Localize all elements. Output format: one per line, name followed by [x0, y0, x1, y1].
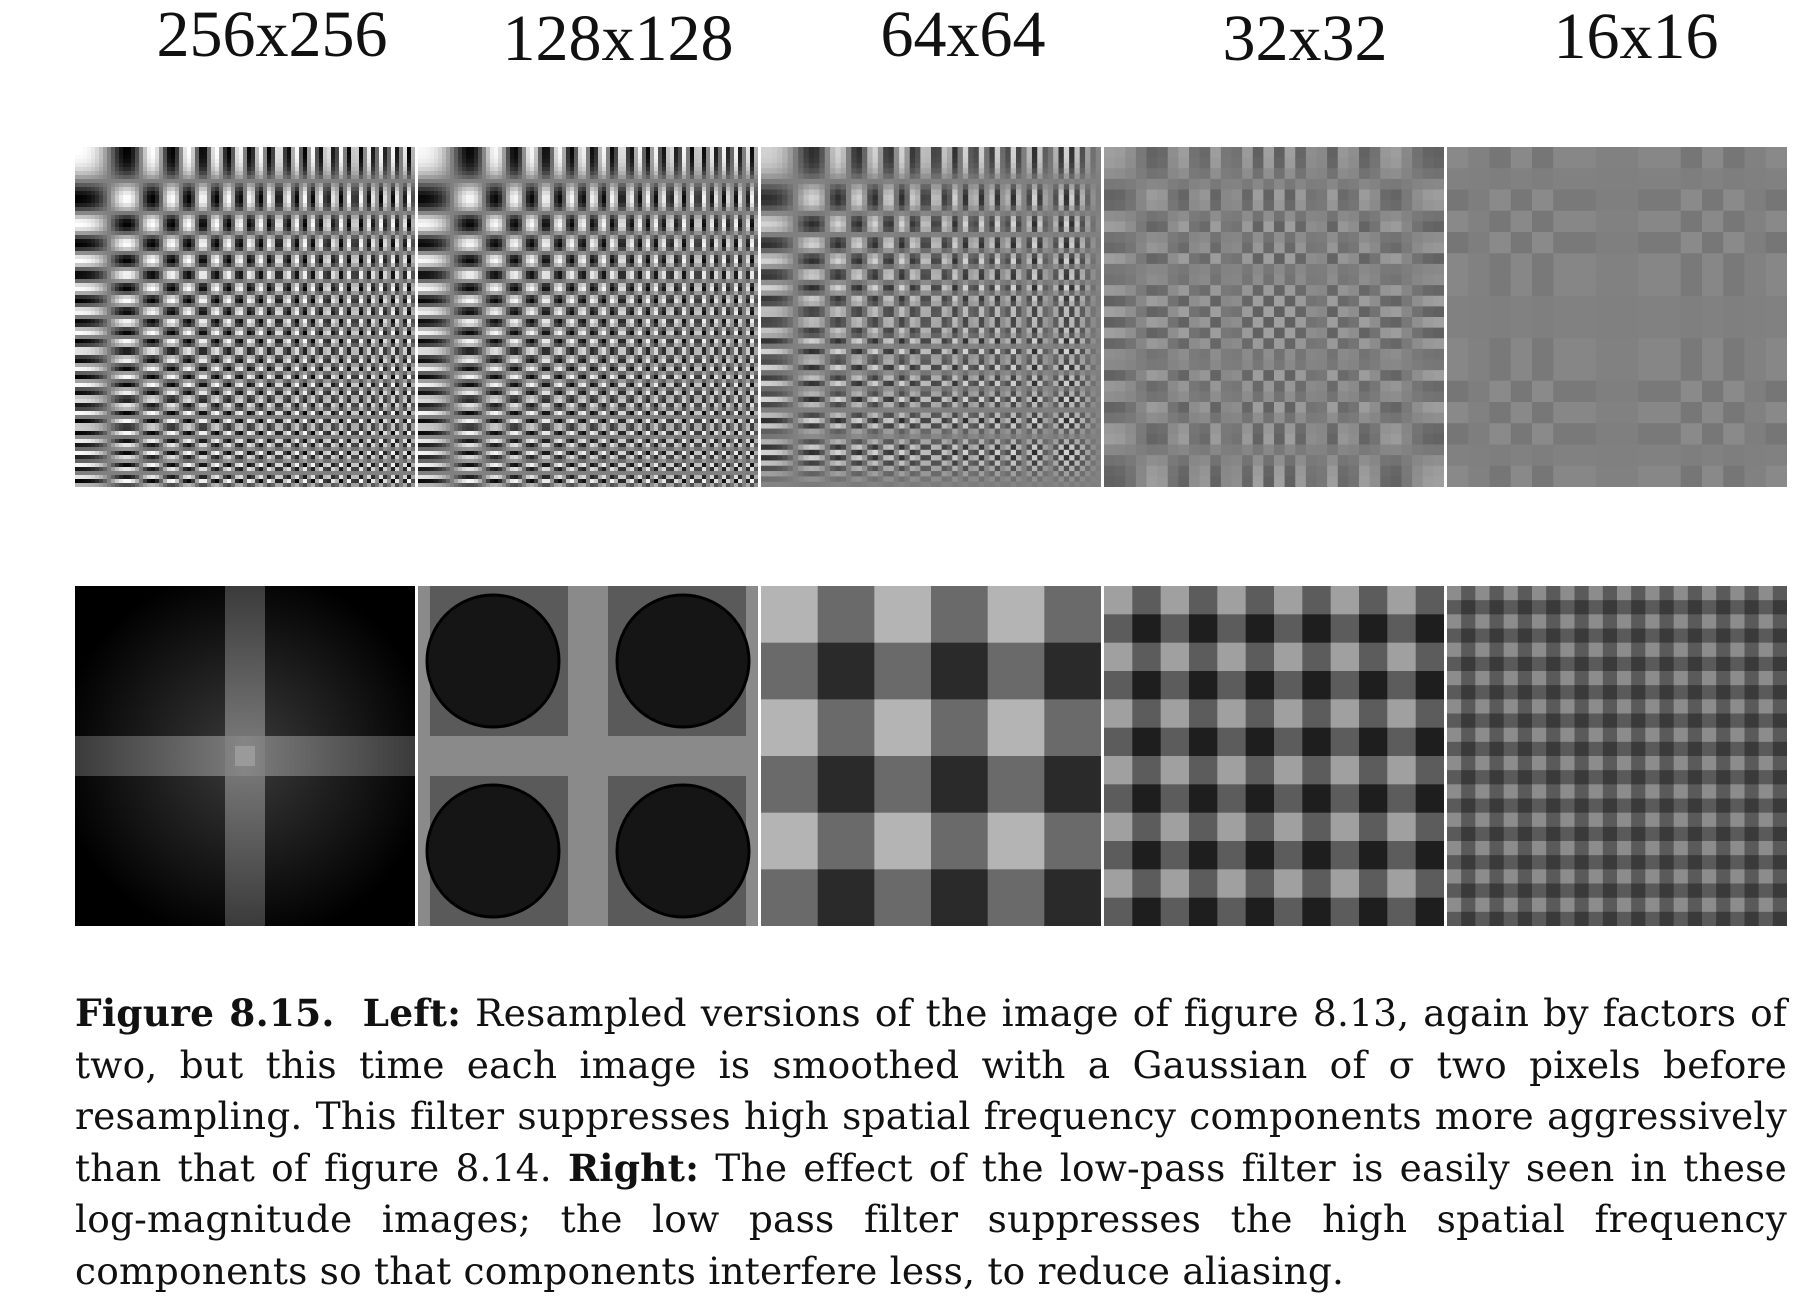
resampled-image-128	[418, 147, 758, 487]
left-label: Left:	[363, 991, 462, 1035]
resampled-image-16	[1447, 147, 1787, 487]
resampled-image-32	[1104, 147, 1444, 487]
resampled-image-64	[761, 147, 1101, 487]
figure-caption: Figure 8.15. Left: Resampled versions of…	[75, 988, 1787, 1297]
resampled-images-row	[75, 147, 1787, 487]
right-label: Right:	[568, 1146, 699, 1190]
label-64: 64x64	[881, 2, 1046, 68]
log-magnitude-image-32	[1104, 586, 1444, 926]
log-magnitude-image-256	[75, 586, 415, 926]
left-text: Resampled versions of the image of figur…	[75, 991, 1787, 1190]
figure-label: Figure 8.15.	[75, 991, 335, 1035]
label-16: 16x16	[1554, 4, 1719, 70]
resampled-image-256	[75, 147, 415, 487]
log-magnitude-image-128	[418, 586, 758, 926]
log-magnitude-row	[75, 586, 1787, 926]
right-text: The effect of the low-pass filter is eas…	[75, 1146, 1787, 1293]
log-magnitude-image-64	[761, 586, 1101, 926]
log-magnitude-image-16	[1447, 586, 1787, 926]
label-32: 32x32	[1223, 6, 1388, 72]
resolution-labels: 256x256 128x128 64x64 32x32 16x16	[0, 0, 1798, 120]
label-128: 128x128	[503, 6, 734, 72]
label-256: 256x256	[157, 2, 388, 68]
